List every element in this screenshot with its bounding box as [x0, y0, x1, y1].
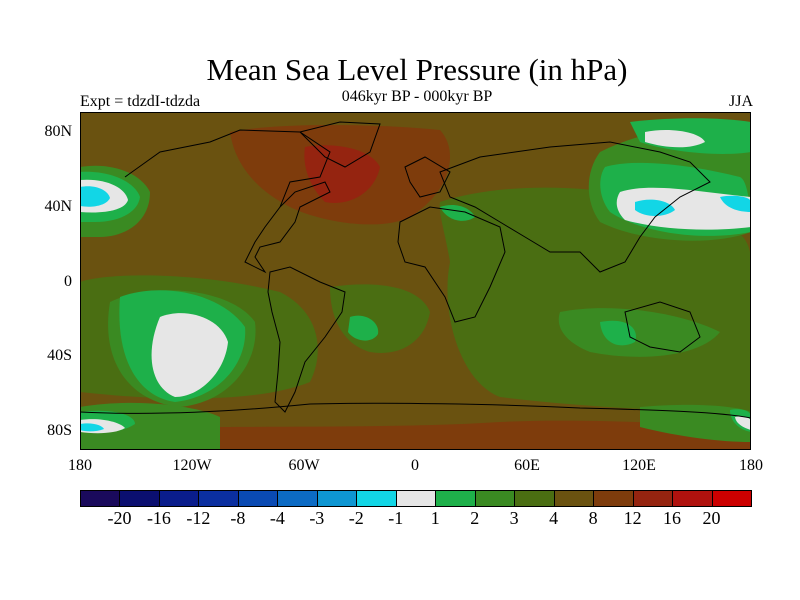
colorbar-label: 12	[623, 508, 642, 528]
experiment-label: Expt = tdzdI-tdzda	[80, 93, 201, 110]
map-frame	[80, 112, 751, 450]
colorbar-swatch	[158, 490, 200, 507]
coastline-asia	[439, 141, 711, 273]
field-low-ne-pacific	[80, 186, 110, 207]
colorbar-swatch	[277, 490, 318, 507]
colorbar-label: 20	[702, 508, 721, 528]
field-peak-greenland	[304, 145, 380, 203]
colorbar-label: 16	[663, 508, 682, 528]
lon-label-120w: 120W	[172, 457, 212, 474]
field-bright-indian	[600, 320, 636, 346]
colorbar-label: -20	[107, 508, 132, 528]
field-bright-s-atlantic	[348, 315, 379, 341]
coastlines	[80, 121, 751, 419]
coastline-antarctica	[80, 402, 751, 419]
season-label: JJA	[728, 93, 753, 110]
lat-label-40s: 40S	[47, 347, 72, 364]
colorbar-swatch	[514, 490, 555, 507]
coastline-south-america	[267, 266, 346, 413]
coastline-europe	[404, 156, 451, 198]
lon-label-60e: 60E	[514, 457, 540, 474]
colorbar-label: -1	[388, 508, 404, 528]
colorbar-swatch	[593, 490, 634, 507]
colorbar-swatch	[356, 490, 397, 507]
field-neutral-e-antarctic	[735, 416, 751, 430]
colorbar-label: -4	[269, 508, 285, 528]
field-high-antarctic	[80, 420, 751, 450]
colorbar-swatch	[553, 490, 595, 507]
field-low-n-pacific	[720, 195, 751, 212]
field-green-indian	[558, 308, 720, 357]
colorbar-swatch	[119, 490, 160, 507]
lon-label-180e: 180	[739, 457, 763, 474]
field-neutral-bering	[645, 130, 705, 148]
colorbar-label: 4	[549, 508, 559, 528]
coastline-africa	[397, 206, 506, 323]
field-low-ross	[80, 423, 104, 432]
field-neutral-s-pacific	[151, 313, 228, 397]
field-olive-east	[439, 187, 751, 412]
lat-label-equator: 0	[64, 273, 72, 290]
colorbar-label: -12	[186, 508, 211, 528]
colorbar-label: 8	[588, 508, 598, 528]
lon-label-60w: 60W	[288, 457, 320, 474]
colorbar-label: 2	[470, 508, 480, 528]
lon-label-0: 0	[411, 457, 419, 474]
colorbar-label: 1	[430, 508, 440, 528]
colorbar-label: -16	[146, 508, 171, 528]
colorbar-swatch	[395, 490, 437, 507]
colorbar-swatch	[711, 490, 752, 507]
field-low-japan	[635, 199, 675, 216]
colorbar-swatch	[316, 490, 358, 507]
colorbar-swatch	[237, 490, 279, 507]
coastline-australia	[624, 301, 701, 353]
field-bright-mediterranean	[440, 205, 475, 221]
colorbar-swatch	[474, 490, 516, 507]
colorbar-label: -8	[230, 508, 246, 528]
lon-label-180w: 180	[68, 457, 92, 474]
lat-label-40n: 40N	[44, 198, 72, 215]
colorbar-label: -3	[309, 508, 325, 528]
colorbar-swatch	[198, 490, 239, 507]
colorbar-label: 3	[509, 508, 519, 528]
colorbar-swatch	[632, 490, 674, 507]
lat-label-80s: 80S	[47, 422, 72, 439]
colorbar-swatch	[435, 490, 476, 507]
colorbar	[80, 490, 752, 507]
coastline-north-america	[124, 129, 331, 274]
coastline-greenland	[299, 121, 381, 168]
lon-label-120e: 120E	[622, 457, 656, 474]
colorbar-swatch	[672, 490, 713, 507]
pressure-anomaly-map	[80, 112, 751, 450]
lat-label-80n: 80N	[44, 123, 72, 140]
colorbar-swatch	[80, 490, 121, 507]
colorbar-label: -2	[348, 508, 364, 528]
period-label: 046kyr BP - 000kyr BP	[341, 88, 493, 105]
field-neutral-n-pacific	[616, 187, 751, 230]
map-canvas	[80, 112, 751, 450]
chart-title: Mean Sea Level Pressure (in hPa)	[206, 52, 628, 87]
